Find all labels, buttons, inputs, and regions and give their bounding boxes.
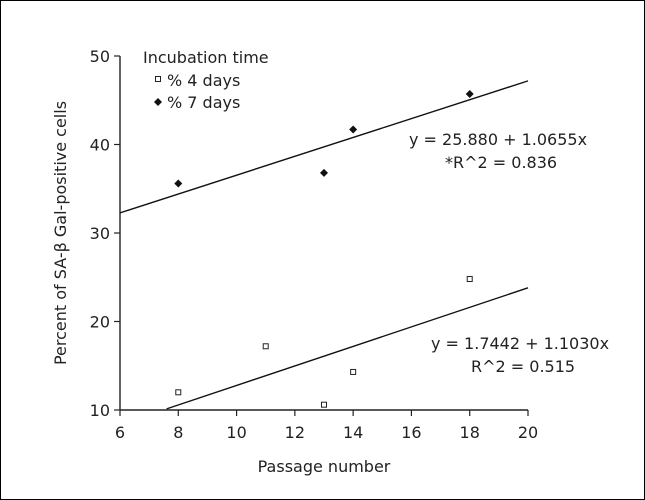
r2-4-days: R^2 = 0.515 xyxy=(471,357,575,376)
data-point-7-days xyxy=(320,168,328,177)
x-tick-label: 14 xyxy=(343,423,363,442)
data-point-4-days xyxy=(262,343,269,350)
x-tick-label: 16 xyxy=(401,423,421,442)
legend-open-square-icon xyxy=(155,76,161,82)
r2-7-days: *R^2 = 0.836 xyxy=(445,153,557,172)
data-point-7-days xyxy=(174,179,183,188)
x-tick-label: 8 xyxy=(173,423,183,442)
data-point-4-days xyxy=(466,276,473,283)
data-points xyxy=(174,90,474,408)
x-tick-label: 20 xyxy=(518,423,538,442)
x-tick-label: 10 xyxy=(226,423,246,442)
regression-line-4-days xyxy=(166,287,529,410)
legend: Incubation time % 4 days % 7 days xyxy=(143,48,269,112)
y-tick-label: 10 xyxy=(90,401,110,420)
x-axis-ticks: 6 8 10 12 14 16 18 20 xyxy=(115,410,538,442)
data-point-4-days xyxy=(321,401,327,408)
y-tick-label: 20 xyxy=(90,313,110,332)
legend-filled-diamond-icon xyxy=(154,98,162,106)
equation-7-days: y = 25.880 + 1.0655x xyxy=(409,130,587,149)
y-tick-label: 40 xyxy=(90,136,110,155)
x-tick-label: 18 xyxy=(460,423,480,442)
data-point-4-days xyxy=(350,368,357,375)
y-axis-label: Percent of SA-β Gal-positive cells xyxy=(51,101,70,365)
data-point-4-days xyxy=(175,389,182,396)
legend-series-7-days: % 7 days xyxy=(167,93,240,112)
legend-title: Incubation time xyxy=(143,48,269,67)
x-tick-label: 6 xyxy=(115,423,125,442)
regression-line-7-days xyxy=(119,80,529,214)
equation-4-days: y = 1.7442 + 1.1030x xyxy=(431,334,609,353)
data-point-7-days xyxy=(349,125,358,134)
y-axis-ticks: 10 20 30 40 50 xyxy=(90,47,120,420)
y-tick-label: 50 xyxy=(90,47,110,66)
x-tick-label: 12 xyxy=(285,423,305,442)
legend-series-4-days: % 4 days xyxy=(167,71,240,90)
x-axis-label: Passage number xyxy=(258,457,391,476)
y-tick-label: 30 xyxy=(90,224,110,243)
data-point-7-days xyxy=(465,90,474,99)
regression-lines xyxy=(119,80,529,410)
